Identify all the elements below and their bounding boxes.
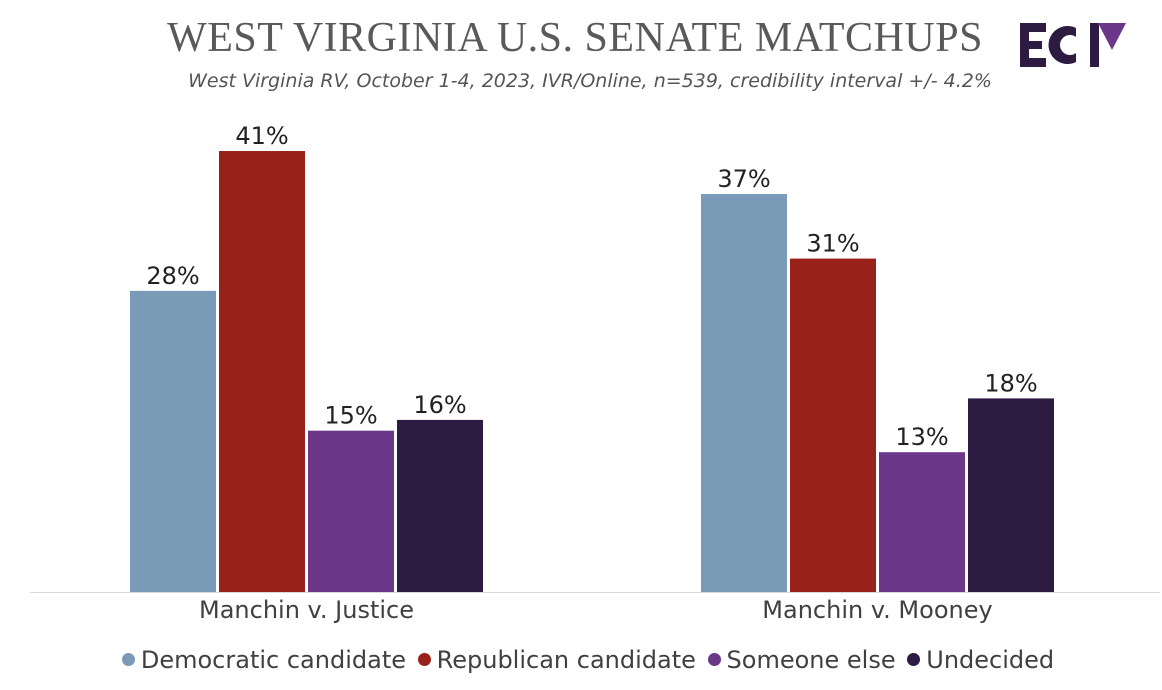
legend: Democratic candidate Republican candidat… <box>0 646 1162 674</box>
bar-republican-candidate-manchin-v-justice <box>219 151 305 592</box>
bar-someone-else-manchin-v-justice <box>308 430 394 592</box>
bar-undecided-manchin-v-justice <box>397 419 483 592</box>
legend-dot-democratic <box>121 652 135 666</box>
x-tick-label-manchin-v-mooney: Manchin v. Mooney <box>762 596 992 624</box>
data-label-republican-candidate-manchin-v-mooney: 31% <box>806 230 859 258</box>
bar-undecided-manchin-v-mooney <box>968 398 1054 592</box>
legend-item-someone-else: Someone else <box>707 646 896 674</box>
legend-item-undecided: Undecided <box>907 646 1054 674</box>
legend-label-republican: Republican candidate <box>436 646 696 674</box>
bar-democratic-candidate-manchin-v-justice <box>130 290 216 592</box>
data-label-democratic-candidate-manchin-v-justice: 28% <box>146 262 199 290</box>
chart-title: WEST VIRGINIA U.S. SENATE MATCHUPS <box>167 15 983 61</box>
legend-item-republican: Republican candidate <box>417 646 696 674</box>
x-tick-label-manchin-v-justice: Manchin v. Justice <box>199 596 414 624</box>
bar-republican-candidate-manchin-v-mooney <box>790 258 876 592</box>
legend-item-democratic: Democratic candidate <box>121 646 406 674</box>
data-label-someone-else-manchin-v-mooney: 13% <box>895 423 948 451</box>
ecp-logo <box>1020 23 1126 67</box>
data-label-democratic-candidate-manchin-v-mooney: 37% <box>717 165 770 193</box>
bar-plot: 28% 41% 15% 16% Manchin v. Justice 37% 31% 13% 1… <box>30 122 1160 624</box>
legend-dot-republican <box>417 652 431 666</box>
legend-dot-someone-else <box>707 652 721 666</box>
legend-label-someone-else: Someone else <box>726 646 896 674</box>
data-label-undecided-manchin-v-mooney: 18% <box>984 369 1037 397</box>
legend-label-undecided: Undecided <box>926 646 1055 674</box>
chart-subtitle: West Virginia RV, October 1-4, 2023, IVR… <box>188 70 992 92</box>
data-label-someone-else-manchin-v-justice: 15% <box>324 402 377 430</box>
bar-democratic-candidate-manchin-v-mooney <box>701 194 787 593</box>
data-label-republican-candidate-manchin-v-justice: 41% <box>235 122 288 150</box>
bar-someone-else-manchin-v-mooney <box>879 452 965 592</box>
data-label-undecided-manchin-v-justice: 16% <box>413 391 466 419</box>
legend-dot-undecided <box>907 652 921 666</box>
legend-label-democratic: Democratic candidate <box>140 646 406 674</box>
